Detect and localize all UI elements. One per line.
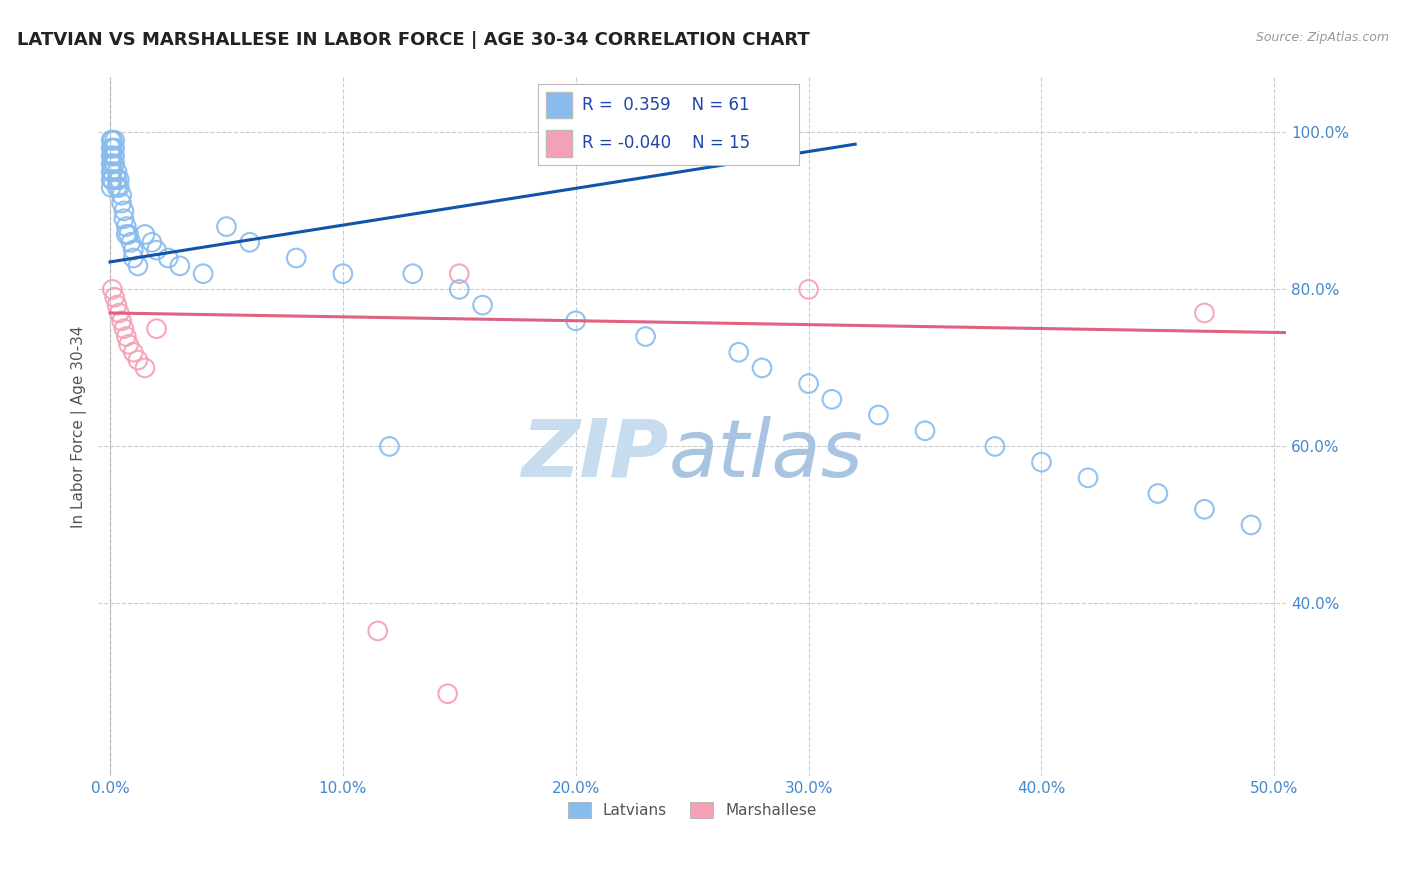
Point [145,321,167,335]
Point [145,243,167,257]
Point [471,298,494,312]
Point [112,321,135,335]
Point [112,203,135,218]
Text: LATVIAN VS MARSHALLESE IN LABOR FORCE | AGE 30-34 CORRELATION CHART: LATVIAN VS MARSHALLESE IN LABOR FORCE | … [17,31,810,49]
Point [122,345,145,359]
Point [1077,471,1099,485]
Point [101,149,124,163]
Point [100,172,122,186]
Point [157,251,180,265]
Point [101,133,124,147]
Point [821,392,844,407]
Point [378,439,401,453]
Point [115,219,138,234]
Point [104,141,127,155]
Point [191,267,214,281]
Point [120,235,142,250]
Point [112,211,135,226]
Legend: Latvians, Marshallese: Latvians, Marshallese [561,797,823,824]
Point [111,314,134,328]
Point [751,360,773,375]
Point [101,282,124,296]
Point [101,172,124,186]
Point [105,298,128,312]
Text: Source: ZipAtlas.com: Source: ZipAtlas.com [1256,31,1389,45]
Point [101,141,124,155]
Point [105,180,128,194]
Point [100,164,122,178]
Point [101,157,124,171]
Point [1194,306,1216,320]
Point [134,360,156,375]
Point [104,290,127,304]
Point [127,353,149,368]
Text: ZIP: ZIP [522,416,668,494]
Point [104,157,127,171]
Point [134,227,156,242]
Point [797,376,820,391]
Point [436,687,458,701]
Point [1194,502,1216,516]
Point [141,235,163,250]
Point [108,306,131,320]
Point [105,164,128,178]
Point [105,172,128,186]
Point [104,149,127,163]
Y-axis label: In Labor Force | Age 30-34: In Labor Force | Age 30-34 [72,326,87,528]
Point [1147,486,1170,500]
Point [797,282,820,296]
Point [215,219,238,234]
Point [914,424,936,438]
Point [402,267,425,281]
Point [100,157,122,171]
Point [115,329,138,343]
Point [111,188,134,202]
Point [332,267,354,281]
Point [169,259,191,273]
Point [564,314,586,328]
Point [100,141,122,155]
Point [104,133,127,147]
Point [634,329,657,343]
Point [117,227,139,242]
Point [367,624,389,638]
Point [101,164,124,178]
Point [115,227,138,242]
Point [111,196,134,211]
Point [1031,455,1053,469]
Point [122,251,145,265]
Point [868,408,890,422]
Point [449,282,471,296]
Point [100,149,122,163]
Point [117,337,139,351]
Point [984,439,1007,453]
Point [727,345,749,359]
Point [1240,518,1263,533]
Point [100,133,122,147]
Point [108,172,131,186]
Point [122,243,145,257]
Text: atlas: atlas [668,416,863,494]
Point [127,259,149,273]
Point [285,251,308,265]
Point [239,235,262,250]
Point [108,180,131,194]
Point [100,180,122,194]
Point [449,267,471,281]
